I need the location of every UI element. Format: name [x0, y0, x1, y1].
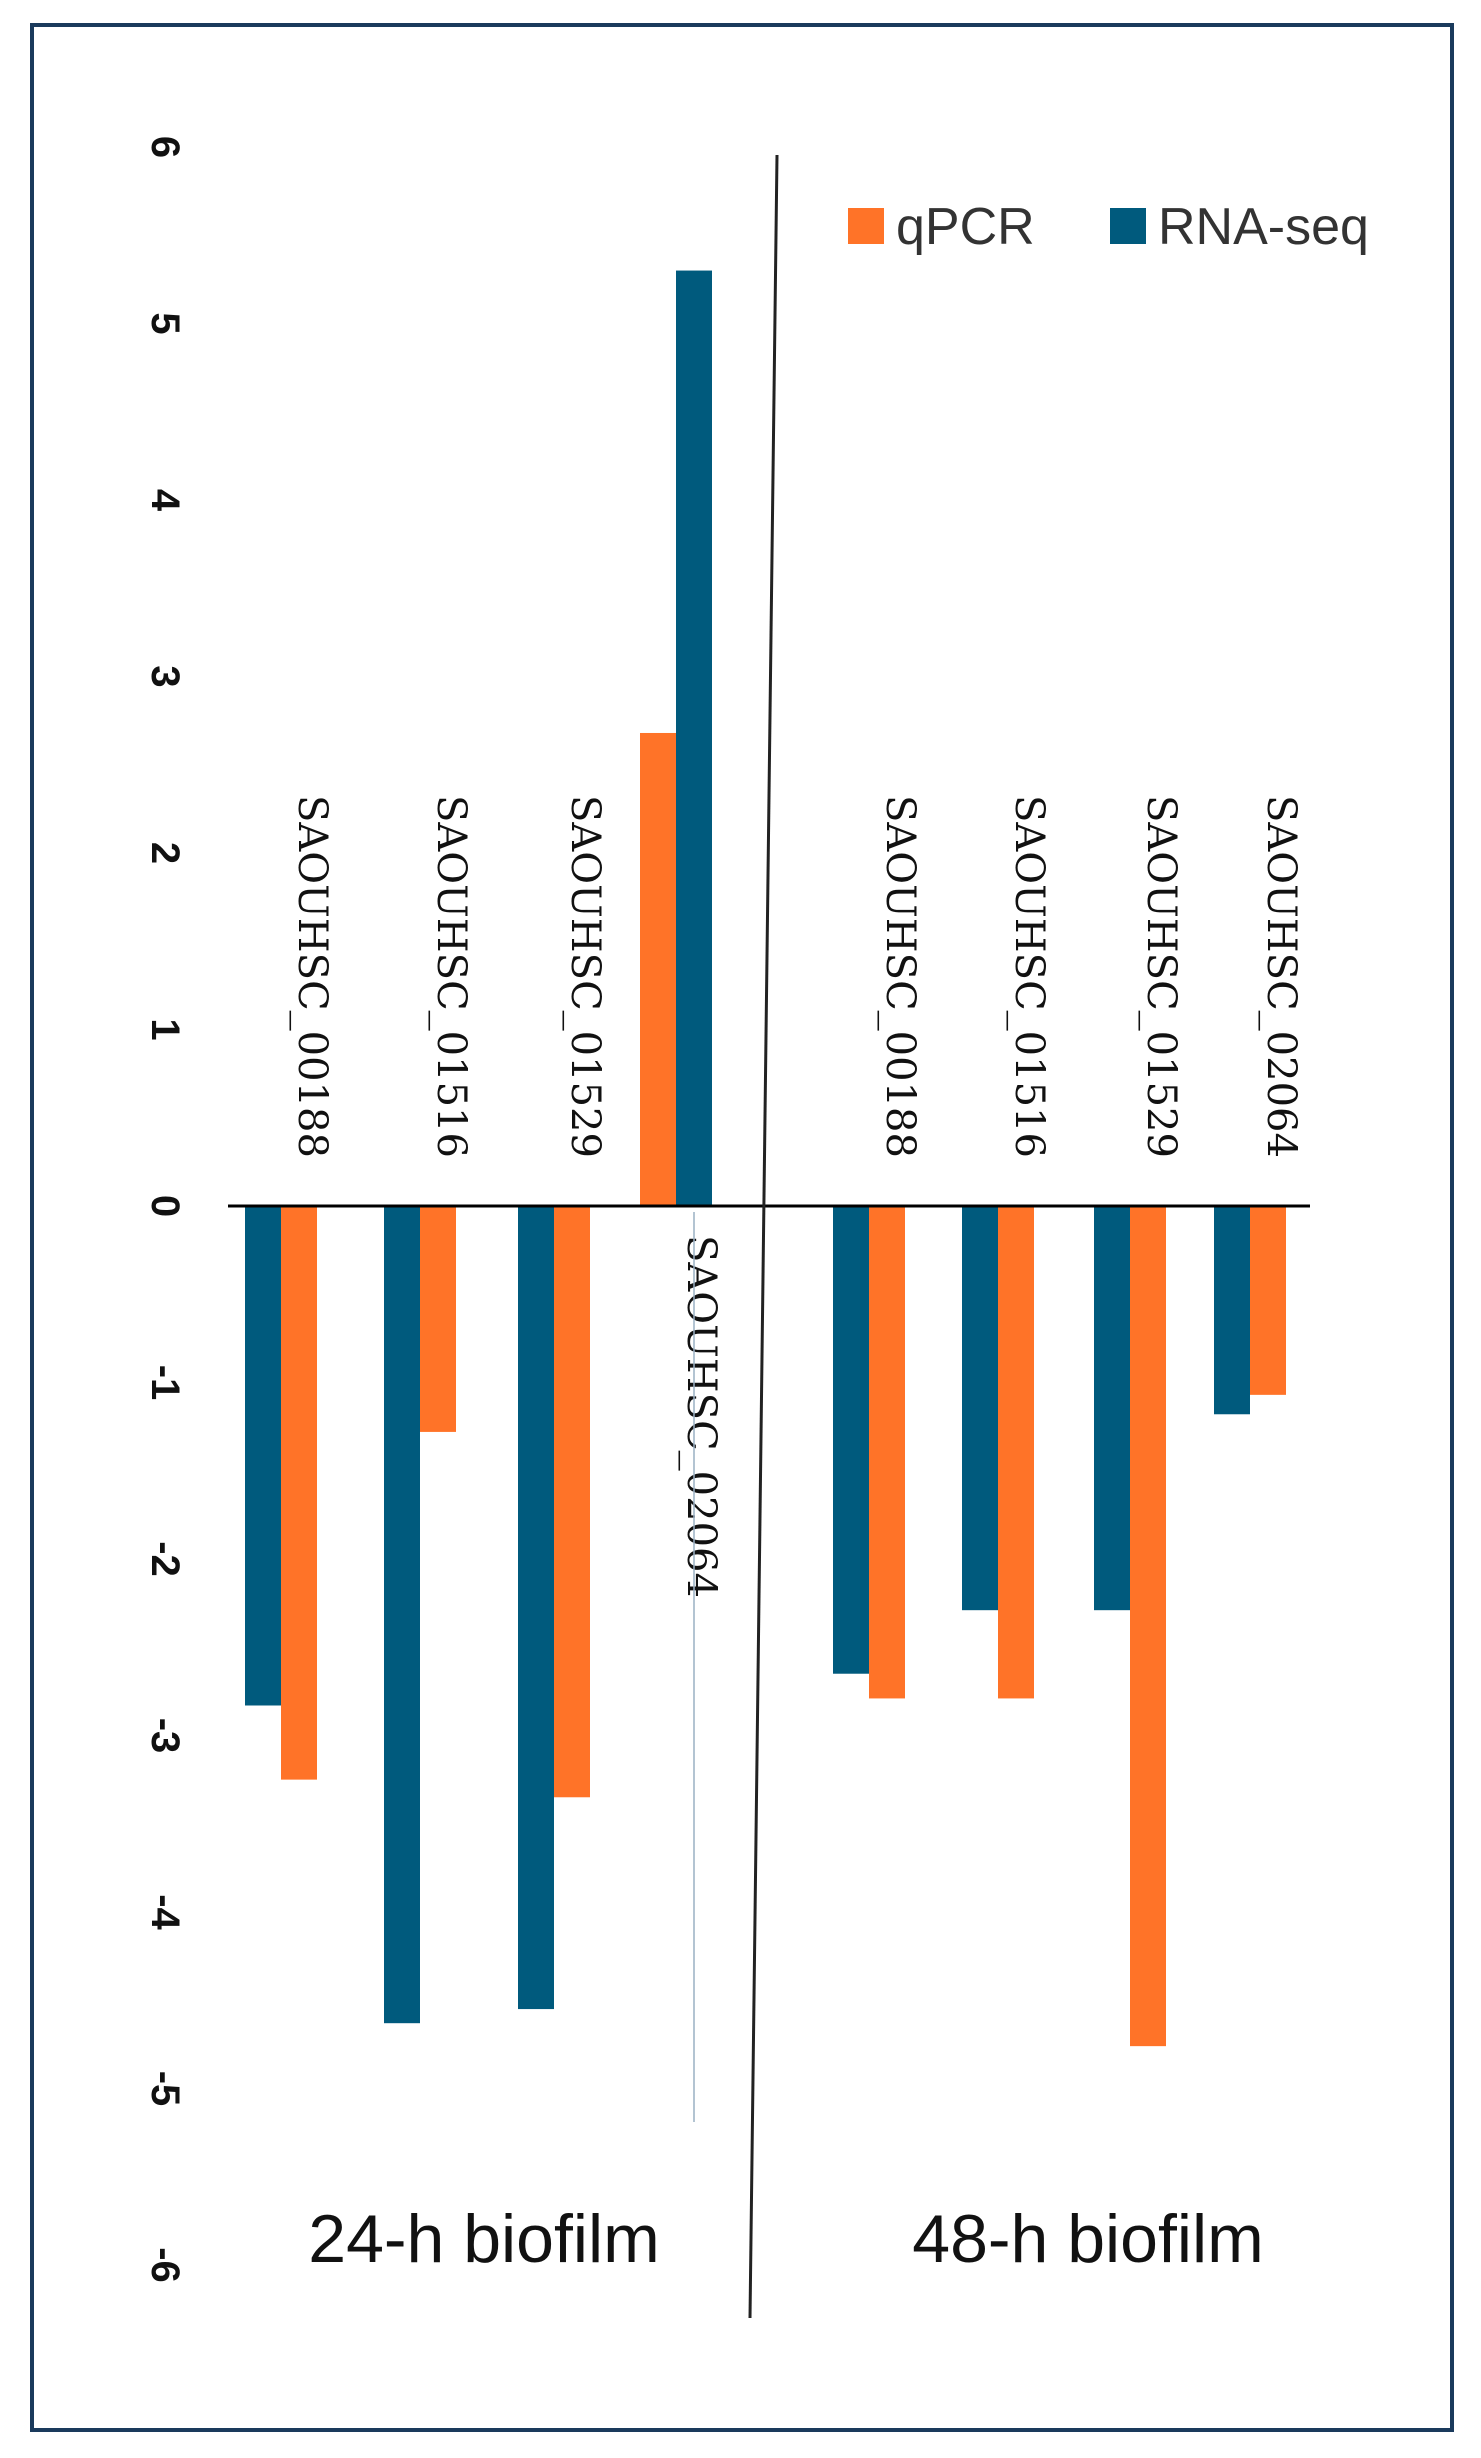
y-tick-label: -3: [143, 1718, 187, 1754]
category-label: SAOUHSC_02064: [1258, 795, 1304, 1158]
category-label: SAOUHSC_01516: [1006, 795, 1052, 1158]
y-tick-label: -6: [143, 2247, 187, 2283]
bar-rnaseq: [245, 1206, 281, 1706]
legend-swatch-qpcr: [848, 208, 884, 244]
category-label: SAOUHSC_00188: [877, 795, 923, 1158]
bar-qpcr: [869, 1206, 905, 1699]
legend-label-qpcr: qPCR: [896, 198, 1035, 256]
legend-label-rnaseq: RNA-seq: [1158, 198, 1369, 256]
bar-rnaseq: [1214, 1206, 1250, 1415]
bar-rnaseq: [676, 270, 712, 1206]
y-tick-label: -1: [143, 1365, 187, 1401]
bar-qpcr: [998, 1206, 1034, 1699]
category-label: SAOUHSC_00188: [289, 795, 335, 1158]
bar-rnaseq: [962, 1206, 998, 1611]
category-label: SAOUHSC_02064: [678, 1235, 724, 1598]
y-tick-label: 6: [143, 136, 187, 158]
y-tick-label: 1: [143, 1018, 187, 1040]
panel-label-24h: 24-h biofilm: [308, 2201, 660, 2277]
bar-qpcr: [1130, 1206, 1166, 2047]
legend: qPCR RNA-seq: [848, 198, 1369, 256]
y-tick-label: -5: [143, 2071, 187, 2107]
bar-qpcr: [554, 1206, 590, 1798]
legend-swatch-rnaseq: [1110, 208, 1146, 244]
y-tick-label: -2: [143, 1541, 187, 1577]
y-tick-label: 3: [143, 665, 187, 687]
y-tick-label: 4: [143, 489, 187, 512]
panel-divider: [748, 154, 779, 2319]
bar-qpcr: [281, 1206, 317, 1780]
bar-rnaseq: [833, 1206, 869, 1674]
category-label: SAOUHSC_01529: [1138, 795, 1184, 1158]
bar-rnaseq: [384, 1206, 420, 2024]
y-tick-label: 5: [143, 312, 187, 334]
y-tick-label: -4: [143, 1894, 187, 1930]
bar-qpcr: [1250, 1206, 1286, 1395]
category-labels: SAOUHSC_00188 SAOUHSC_01516 SAOUHSC_01529 S…: [289, 795, 1304, 2122]
bars: [245, 270, 1286, 2047]
bar-rnaseq: [1094, 1206, 1130, 1611]
y-axis: 6 5 4 3 2 1 0 -1 -2 -3 -4 -5 -6: [143, 136, 187, 2283]
panel-label-48h: 48-h biofilm: [912, 2201, 1264, 2277]
bar-qpcr: [640, 732, 676, 1206]
y-tick-label: 0: [143, 1195, 187, 1217]
y-tick-label: 2: [143, 842, 187, 864]
bar-rnaseq: [518, 1206, 554, 2010]
category-label: SAOUHSC_01516: [428, 795, 474, 1158]
category-label: SAOUHSC_01529: [562, 795, 608, 1158]
bar-qpcr: [420, 1206, 456, 1432]
